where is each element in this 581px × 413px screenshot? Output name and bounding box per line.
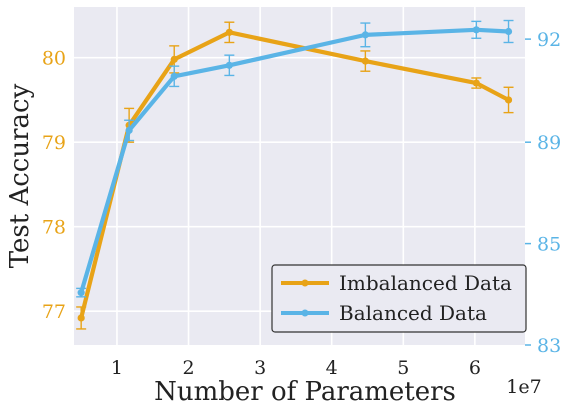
data-point xyxy=(504,27,513,36)
data-point xyxy=(225,28,233,36)
legend-marker-balanced xyxy=(301,309,309,317)
data-point xyxy=(77,289,85,297)
data-point xyxy=(504,96,513,104)
legend-marker-imbalanced xyxy=(301,279,309,287)
data-point xyxy=(472,79,480,87)
y-left-tick-label: 78 xyxy=(42,217,66,239)
data-point xyxy=(361,57,369,65)
x-offset-label: 1e7 xyxy=(506,376,541,398)
series-layer xyxy=(76,19,514,330)
series-0 xyxy=(76,21,514,330)
data-point xyxy=(472,26,480,34)
x-tick-label: 4 xyxy=(326,357,338,379)
x-tick-label: 3 xyxy=(254,357,266,379)
x-axis-label: Number of Parameters xyxy=(154,377,456,407)
y-left-tick-label: 80 xyxy=(42,48,66,70)
legend-box xyxy=(271,264,527,333)
data-point xyxy=(361,31,369,39)
y-left-tick-label: 77 xyxy=(42,301,66,323)
y-left-tick-label: 79 xyxy=(42,132,66,154)
y-right-tick-label: 83 xyxy=(537,335,561,357)
y-right-tick-label: 92 xyxy=(537,29,561,51)
x-tick-label: 1 xyxy=(111,357,123,379)
legend-label-imbalanced: Imbalanced Data xyxy=(339,271,512,295)
x-tick-label: 2 xyxy=(182,357,194,379)
legend-label-balanced: Balanced Data xyxy=(339,301,487,325)
data-point xyxy=(77,314,85,322)
x-tick-label: 5 xyxy=(397,357,409,379)
y-right-tick-label: 89 xyxy=(537,132,561,154)
x-tick-label: 6 xyxy=(469,357,481,379)
series-1 xyxy=(76,19,514,298)
data-point xyxy=(170,72,178,80)
data-point xyxy=(170,55,178,63)
ticks-layer: 1 2 3 4 5 6 77 78 79 80 83 85 89 92 xyxy=(42,29,561,379)
data-point xyxy=(125,126,133,134)
data-point xyxy=(225,61,233,69)
legend: Imbalanced Data Balanced Data xyxy=(271,264,527,333)
y-axis-label: Test Accuracy xyxy=(5,83,35,268)
y-right-tick-label: 85 xyxy=(537,234,561,256)
